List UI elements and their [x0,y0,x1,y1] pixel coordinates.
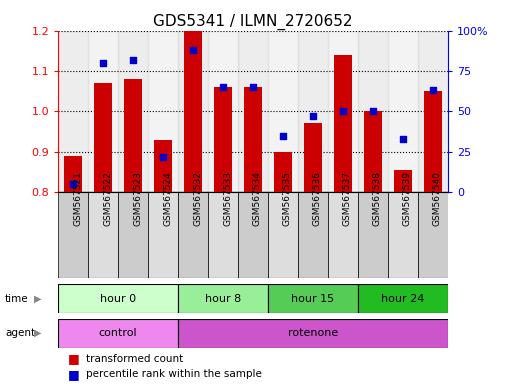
Text: hour 24: hour 24 [380,293,424,304]
Bar [118,31,148,192]
Text: GSM567522: GSM567522 [103,172,112,226]
Point [248,84,257,90]
Text: ■: ■ [68,353,80,366]
Bar [327,31,357,192]
Bar [387,192,417,278]
Text: GSM567535: GSM567535 [282,171,291,227]
Bar [333,55,351,192]
Bar [273,152,291,192]
Text: GSM567524: GSM567524 [163,172,172,226]
Bar [184,31,201,192]
Bar [387,31,417,192]
Text: GSM567532: GSM567532 [193,172,201,226]
Text: hour 0: hour 0 [100,293,136,304]
Text: GSM567539: GSM567539 [402,171,411,227]
Text: percentile rank within the sample: percentile rank within the sample [86,369,262,379]
Bar [58,319,178,348]
Bar [88,31,118,192]
Bar [58,31,88,192]
Bar [237,192,268,278]
Point [338,108,346,114]
Point [159,154,167,160]
Text: ▶: ▶ [34,293,41,304]
Bar [88,192,118,278]
Text: GDS5341 / ILMN_2720652: GDS5341 / ILMN_2720652 [153,13,352,30]
Bar [268,31,297,192]
Text: GSM567533: GSM567533 [223,171,232,227]
Bar [417,31,447,192]
Bar [243,87,262,192]
Text: GSM567523: GSM567523 [133,172,142,226]
Text: GSM567521: GSM567521 [73,172,82,226]
Bar [357,192,387,278]
Bar [297,192,327,278]
Bar [357,31,387,192]
Bar [297,31,327,192]
Point [219,84,227,90]
Text: hour 15: hour 15 [291,293,334,304]
Point [129,57,137,63]
Text: control: control [98,328,137,338]
Text: GSM567537: GSM567537 [342,171,351,227]
Bar [58,192,88,278]
Bar [357,284,447,313]
Bar [178,31,208,192]
Bar [118,192,148,278]
Bar [178,284,268,313]
Bar [237,31,268,192]
Text: GSM567534: GSM567534 [252,172,262,226]
Bar [417,192,447,278]
Text: GSM567540: GSM567540 [432,172,441,226]
Text: hour 8: hour 8 [205,293,241,304]
Point [398,136,406,142]
Text: transformed count: transformed count [86,354,183,364]
Bar [327,192,357,278]
Point [308,113,316,119]
Point [69,181,77,187]
Bar [94,83,112,192]
Text: time: time [5,293,29,304]
Bar [148,31,178,192]
Bar [154,140,172,192]
Bar [178,192,208,278]
Bar [148,192,178,278]
Bar [208,192,237,278]
Point [99,60,107,66]
Point [428,87,436,93]
Bar [58,284,178,313]
Bar [363,111,381,192]
Bar [64,156,82,192]
Point [368,108,376,114]
Bar [268,284,357,313]
Point [278,132,286,139]
Text: GSM567538: GSM567538 [372,171,381,227]
Bar [214,87,232,192]
Text: agent: agent [5,328,35,338]
Bar [393,170,411,192]
Bar [268,192,297,278]
Text: ■: ■ [68,368,80,381]
Bar [178,319,447,348]
Bar [208,31,237,192]
Text: ▶: ▶ [34,328,41,338]
Text: GSM567536: GSM567536 [312,171,321,227]
Bar [124,79,142,192]
Point [189,47,197,53]
Bar [304,124,321,192]
Bar [423,91,441,192]
Text: rotenone: rotenone [287,328,337,338]
